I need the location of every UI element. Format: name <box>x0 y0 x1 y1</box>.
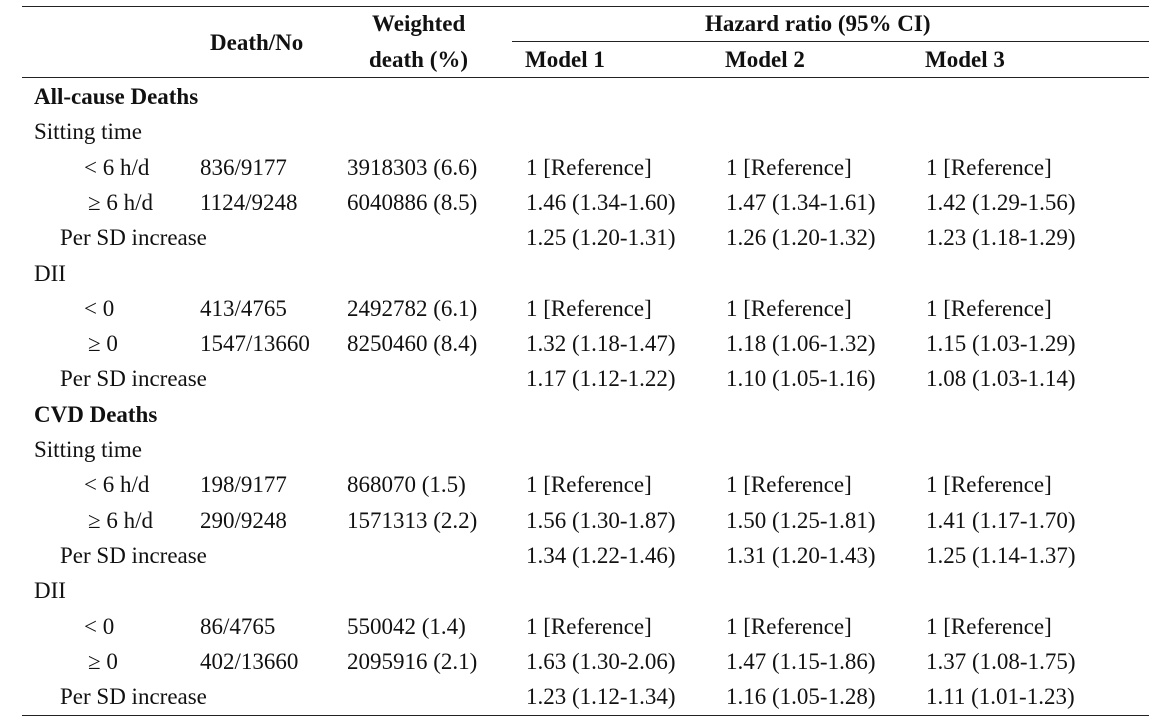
weighted-death-cell: 868070 (1.5) <box>347 472 466 498</box>
row-label: ≥ 0 <box>88 648 118 674</box>
model-1-cell: 1.23 (1.12-1.34) <box>526 684 676 710</box>
death-no-cell: 402/13660 <box>200 648 299 674</box>
group-label: DII <box>34 578 66 604</box>
model-3-cell: 1.08 (1.03-1.14) <box>926 366 1076 392</box>
model-3-cell: 1 [Reference] <box>926 613 1052 639</box>
model-2-cell: 1.50 (1.25-1.81) <box>726 507 876 533</box>
model-2-cell: 1.16 (1.05-1.28) <box>726 684 876 710</box>
model-2-cell: 1.47 (1.15-1.86) <box>726 648 876 674</box>
header-weighted-line1: Weighted <box>372 11 466 36</box>
model-2-cell: 1.47 (1.34-1.61) <box>726 189 876 215</box>
weighted-death-cell: 550042 (1.4) <box>347 613 466 639</box>
death-no-cell: 836/9177 <box>200 154 287 180</box>
model-3-cell: 1.23 (1.18-1.29) <box>926 225 1076 251</box>
model-2-cell: 1.18 (1.06-1.32) <box>726 331 876 357</box>
model-1-cell: 1.32 (1.18-1.47) <box>526 331 676 357</box>
row-label: < 6 h/d <box>84 154 150 180</box>
model-3-cell: 1 [Reference] <box>926 154 1052 180</box>
group-label: Sitting time <box>34 437 142 462</box>
weighted-death-cell: 2492782 (6.1) <box>347 295 478 321</box>
model-2-cell: 1.26 (1.20-1.32) <box>726 225 876 251</box>
model-2-cell: 1.31 (1.20-1.43) <box>726 542 876 568</box>
death-no-cell: 1124/9248 <box>200 189 298 215</box>
row-label: ≥ 6 h/d <box>88 189 154 215</box>
row-label: ≥ 0 <box>88 331 118 357</box>
hazard-ratio-table: Death/No Weighted death (%) Hazard ratio… <box>22 6 1149 716</box>
header-hazard-ratio: Hazard ratio (95% CI) <box>705 11 931 36</box>
weighted-death-cell: 2095916 (2.1) <box>347 648 478 674</box>
header-death-no: Death/No <box>210 30 304 55</box>
top-rule <box>22 6 1149 7</box>
row-label: Per SD increase <box>60 542 207 568</box>
model-3-cell: 1.37 (1.08-1.75) <box>926 648 1076 674</box>
weighted-death-cell: 8250460 (8.4) <box>347 331 478 357</box>
model-1-cell: 1.46 (1.34-1.60) <box>526 189 676 215</box>
model-2-cell: 1 [Reference] <box>726 154 852 180</box>
header-weighted-line2: death (%) <box>369 47 469 72</box>
model-3-cell: 1 [Reference] <box>926 295 1052 321</box>
header-rule <box>22 77 1149 78</box>
row-label: ≥ 6 h/d <box>88 507 154 533</box>
group-label: DII <box>34 260 66 286</box>
section-title: All-cause Deaths <box>34 84 199 109</box>
model-3-cell: 1 [Reference] <box>926 472 1052 498</box>
model-2-cell: 1.10 (1.05-1.16) <box>726 366 876 392</box>
model-1-cell: 1.34 (1.22-1.46) <box>526 542 676 568</box>
section-title: CVD Deaths <box>34 401 158 427</box>
death-no-cell: 1547/13660 <box>200 331 310 357</box>
row-label: Per SD increase <box>60 684 207 710</box>
model-3-cell: 1.25 (1.14-1.37) <box>926 542 1076 568</box>
bottom-rule <box>22 715 1149 716</box>
model-2-cell: 1 [Reference] <box>726 295 852 321</box>
death-no-cell: 86/4765 <box>200 613 276 639</box>
model-1-cell: 1.63 (1.30-2.06) <box>526 648 676 674</box>
row-label: < 0 <box>84 613 115 639</box>
model-1-cell: 1.56 (1.30-1.87) <box>526 507 676 533</box>
weighted-death-cell: 3918303 (6.6) <box>347 154 478 180</box>
group-label: Sitting time <box>34 119 142 145</box>
model-1-cell: 1 [Reference] <box>526 295 652 321</box>
model-3-cell: 1.41 (1.17-1.70) <box>926 507 1076 533</box>
model-1-cell: 1 [Reference] <box>526 154 652 180</box>
hazard-ratio-span-rule <box>512 41 1149 42</box>
model-2-cell: 1 [Reference] <box>726 613 852 639</box>
model-1-cell: 1.25 (1.20-1.31) <box>526 225 676 251</box>
death-no-cell: 413/4765 <box>200 295 287 321</box>
model-3-cell: 1.11 (1.01-1.23) <box>926 684 1075 710</box>
row-label: < 6 h/d <box>84 472 150 498</box>
weighted-death-cell: 1571313 (2.2) <box>347 507 478 533</box>
model-1-cell: 1 [Reference] <box>526 613 652 639</box>
model-3-cell: 1.42 (1.29-1.56) <box>926 189 1076 215</box>
row-label: < 0 <box>84 295 115 321</box>
model-2-cell: 1 [Reference] <box>726 472 852 498</box>
model-3-cell: 1.15 (1.03-1.29) <box>926 331 1076 357</box>
model-1-cell: 1.17 (1.12-1.22) <box>526 366 676 392</box>
model-1-cell: 1 [Reference] <box>526 472 652 498</box>
death-no-cell: 198/9177 <box>200 472 287 498</box>
row-label: Per SD increase <box>60 225 207 251</box>
header-model-3: Model 3 <box>925 47 1005 72</box>
header-model-2: Model 2 <box>725 47 805 72</box>
header-model-1: Model 1 <box>525 47 605 72</box>
weighted-death-cell: 6040886 (8.5) <box>347 189 478 215</box>
death-no-cell: 290/9248 <box>200 507 287 533</box>
row-label: Per SD increase <box>60 366 207 392</box>
